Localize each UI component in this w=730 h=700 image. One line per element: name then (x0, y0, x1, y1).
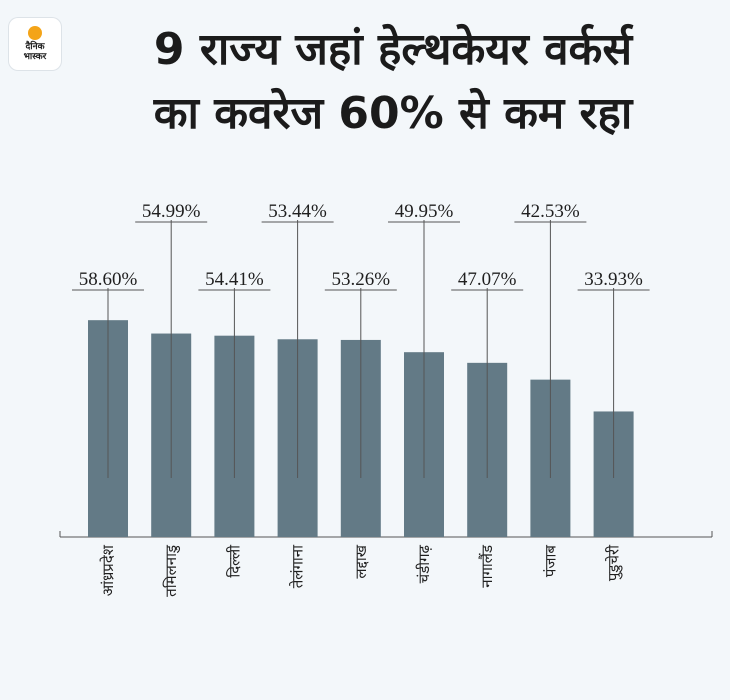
category-label: पंजाब (541, 545, 559, 578)
chart-title: 9 राज्य जहां हेल्थकेयर वर्कर्स का कवरेज … (0, 18, 730, 146)
category-label: दिल्ली (225, 544, 243, 578)
logo-text-line2: भास्कर (23, 52, 47, 62)
category-label: चंडीगढ़ (415, 544, 433, 583)
dainik-bhaskar-logo: दैनिक भास्कर (9, 18, 61, 70)
data-label: 53.44% (268, 201, 327, 222)
data-label: 54.41% (205, 269, 264, 290)
data-label: 53.26% (332, 269, 391, 290)
category-label: तेलंगाना (289, 544, 307, 588)
data-label: 54.99% (142, 201, 201, 222)
data-label: 47.07% (458, 269, 517, 290)
category-label: तमिलनाडु (162, 544, 181, 597)
sun-icon (28, 26, 42, 40)
category-label: लद्दाख (352, 544, 370, 578)
chart-title-line1: 9 राज्य जहां हेल्थकेयर वर्कर्स (153, 24, 633, 75)
data-label: 33.93% (584, 269, 643, 290)
logo-text-line1: दैनिक (25, 42, 45, 52)
category-label: नागालैंड (478, 544, 496, 588)
category-label: आंध्रप्रदेश (99, 544, 117, 596)
data-label: 49.95% (395, 201, 454, 222)
category-label: पुडुचेरी (605, 544, 624, 581)
data-label: 58.60% (79, 269, 138, 290)
data-label: 42.53% (521, 201, 580, 222)
chart-title-line2: का कवरेज 60% से कम रहा (153, 88, 633, 139)
